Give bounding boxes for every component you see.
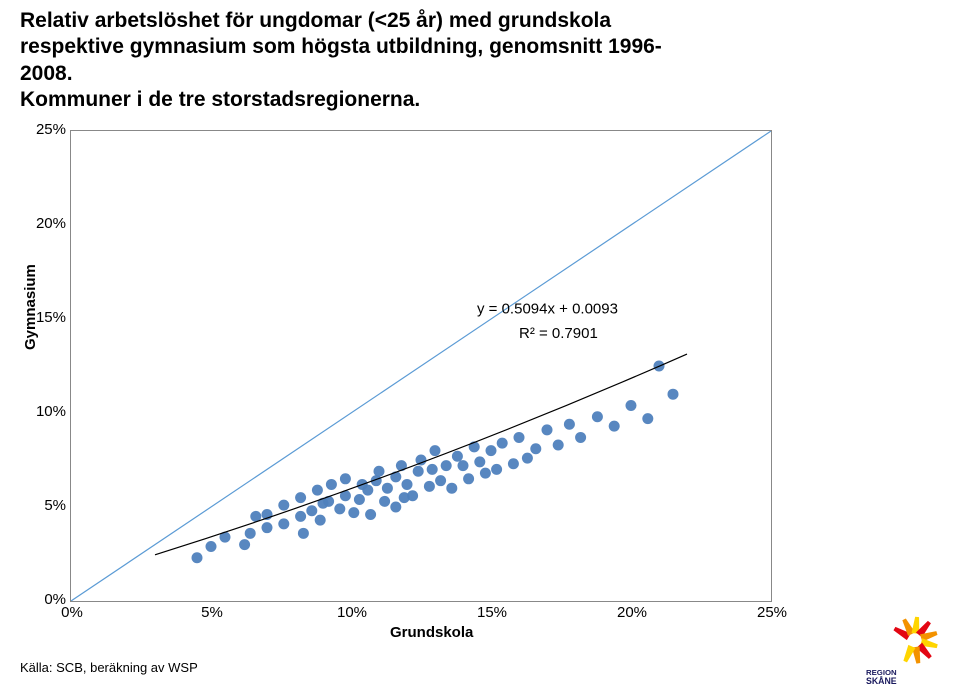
scatter-chart-svg: y = 0.5094x + 0.0093 R² = 0.7901 [71,131,771,601]
data-point [486,445,497,456]
regression-r2: R² = 0.7901 [519,325,598,342]
logo-text-2: SKÅNE [866,676,897,685]
data-point [668,389,679,400]
data-point [427,464,438,475]
data-point [326,479,337,490]
data-point [463,473,474,484]
data-point [441,460,452,471]
data-point [575,432,586,443]
identity-line [71,131,771,601]
y-axis-label: Gymnasium [22,264,39,350]
y-tick-1: 5% [30,497,66,514]
data-point [407,490,418,501]
data-point [446,483,457,494]
data-point [642,413,653,424]
data-point [382,483,393,494]
data-point [295,492,306,503]
data-point [497,438,508,449]
y-tick-5: 25% [30,121,66,138]
data-point [474,456,485,467]
data-point [522,453,533,464]
y-tick-3: 15% [30,309,66,326]
data-point [424,481,435,492]
data-point [542,424,553,435]
data-point [553,439,564,450]
data-point [458,460,469,471]
data-point [452,451,463,462]
data-point [390,471,401,482]
x-tick-3: 15% [472,604,512,621]
regression-equation: y = 0.5094x + 0.0093 [477,300,618,317]
data-point [514,432,525,443]
x-tick-1: 5% [192,604,232,621]
source-text: Källa: SCB, beräkning av WSP [20,660,198,675]
data-point [508,458,519,469]
x-tick-2: 10% [332,604,372,621]
data-point [480,468,491,479]
x-tick-0: 0% [52,604,92,621]
chart-title: Relativ arbetslöshet för ungdomar (<25 å… [20,8,670,113]
data-point [362,485,373,496]
data-point [530,443,541,454]
data-point [334,503,345,514]
data-point [435,475,446,486]
data-point [564,419,575,430]
data-point [239,539,250,550]
region-skane-logo: REGION SKÅNE [864,611,942,685]
y-tick-2: 10% [30,403,66,420]
data-point [592,411,603,422]
data-point [348,507,359,518]
data-point [206,541,217,552]
data-point [374,466,385,477]
data-point [278,518,289,529]
data-point [354,494,365,505]
y-tick-4: 20% [30,215,66,232]
data-point [192,552,203,563]
data-point [245,528,256,539]
data-point [295,511,306,522]
data-point [430,445,441,456]
regression-line [155,354,687,555]
data-point [262,522,273,533]
data-point [312,485,323,496]
x-tick-4: 20% [612,604,652,621]
data-point [609,421,620,432]
data-point [413,466,424,477]
x-tick-5: 25% [752,604,792,621]
data-point [379,496,390,507]
title-line-3: Kommuner i de tre storstadsregionerna. [20,88,420,111]
data-point [340,473,351,484]
data-point [390,502,401,513]
data-point [315,515,326,526]
data-point [298,528,309,539]
data-point [491,464,502,475]
data-point [626,400,637,411]
data-point [306,505,317,516]
x-axis-label: Grundskola [390,624,473,641]
data-point [365,509,376,520]
title-line-1: Relativ arbetslöshet för ungdomar (<25 å… [20,9,611,32]
data-point [396,460,407,471]
title-line-2: respektive gymnasium som högsta utbildni… [20,35,662,84]
data-point [402,479,413,490]
data-point [278,500,289,511]
chart-area: y = 0.5094x + 0.0093 R² = 0.7901 [70,130,772,602]
